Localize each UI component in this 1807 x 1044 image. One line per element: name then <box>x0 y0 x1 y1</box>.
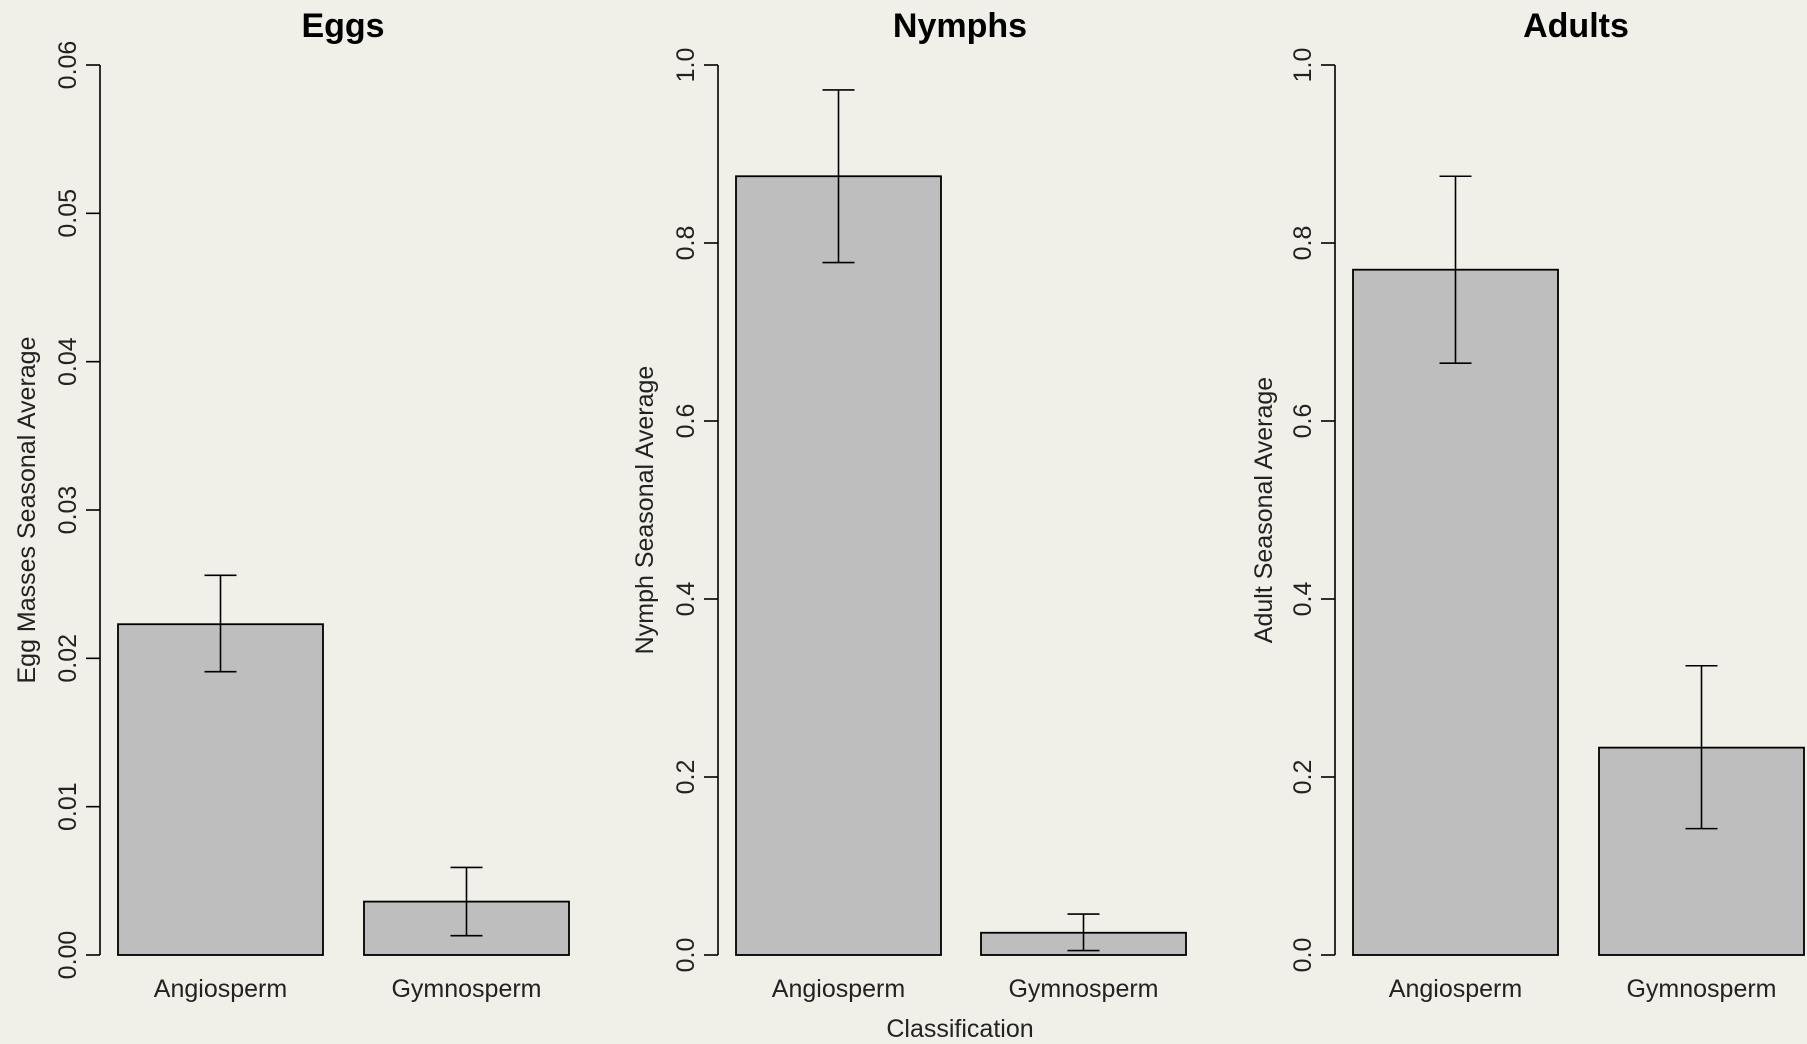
nymphs-bar-angiosperm <box>735 175 942 956</box>
adults-y-tick-label: 0.8 <box>1289 226 1317 261</box>
eggs-error-bar-angiosperm <box>204 574 237 673</box>
adults-y-axis-label: Adult Seasonal Average <box>1250 377 1278 643</box>
nymphs-y-tick-label: 1.0 <box>672 48 700 83</box>
adults-title: Adults <box>1523 7 1629 45</box>
nymphs-error-bar-gymnosperm <box>1067 913 1100 952</box>
nymphs-y-tick-label: 0.0 <box>672 938 700 973</box>
eggs-y-tick-label: 0.01 <box>54 782 82 831</box>
eggs-title: Eggs <box>301 7 384 45</box>
nymphs-title: Nymphs <box>893 7 1027 45</box>
adults-category-label: Angiosperm <box>1389 975 1522 1003</box>
adults-y-tick-label: 0.2 <box>1289 760 1317 795</box>
eggs-panel: Eggs 0.00 0.01 0.02 0.03 0.04 0.05 0.06 Egg Mass… <box>13 7 570 1003</box>
eggs-error-bar-gymnosperm <box>450 866 483 937</box>
nymphs-error-bar-angiosperm <box>822 89 855 264</box>
nymphs-y-tick-label: 0.4 <box>672 582 700 617</box>
adults-category-label: Gymnosperm <box>1626 975 1776 1003</box>
eggs-y-tick-label: 0.05 <box>54 189 82 238</box>
adults-error-bar-gymnosperm <box>1685 664 1718 830</box>
eggs-y-tick-label: 0.03 <box>54 486 82 535</box>
nymphs-y-axis-label: Nymph Seasonal Average <box>631 366 659 655</box>
nymphs-y-tick-label: 0.2 <box>672 760 700 795</box>
eggs-y-tick-label: 0.06 <box>54 41 82 90</box>
nymphs-x-axis-label: Classification <box>886 1015 1033 1043</box>
adults-bar-angiosperm <box>1352 268 1559 956</box>
adults-panel: Adults 0.0 0.2 0.4 0.6 0.8 1.0 Adult Seasonal A… <box>1250 7 1805 1003</box>
eggs-y-tick-label: 0.02 <box>54 634 82 683</box>
eggs-category-label: Gymnosperm <box>391 975 541 1003</box>
eggs-category-label: Angiosperm <box>154 975 287 1003</box>
adults-y-tick-label: 1.0 <box>1289 48 1317 83</box>
eggs-y-axis-label: Egg Masses Seasonal Average <box>13 337 41 684</box>
adults-y-tick-label: 0.0 <box>1289 938 1317 973</box>
nymphs-panel: Nymphs 0.0 0.2 0.4 0.6 0.8 1.0 Nymph Seasonal A… <box>631 7 1187 1043</box>
eggs-bar-angiosperm <box>117 623 324 956</box>
eggs-y-tick-label: 0.04 <box>54 337 82 386</box>
eggs-y-tick-label: 0.00 <box>54 931 82 980</box>
nymphs-category-label: Angiosperm <box>772 975 905 1003</box>
adults-y-tick-label: 0.6 <box>1289 404 1317 439</box>
adults-error-bar-angiosperm <box>1439 175 1472 364</box>
nymphs-y-tick-label: 0.8 <box>672 226 700 261</box>
nymphs-y-tick-label: 0.6 <box>672 404 700 439</box>
adults-y-tick-label: 0.4 <box>1289 582 1317 617</box>
nymphs-category-label: Gymnosperm <box>1008 975 1158 1003</box>
